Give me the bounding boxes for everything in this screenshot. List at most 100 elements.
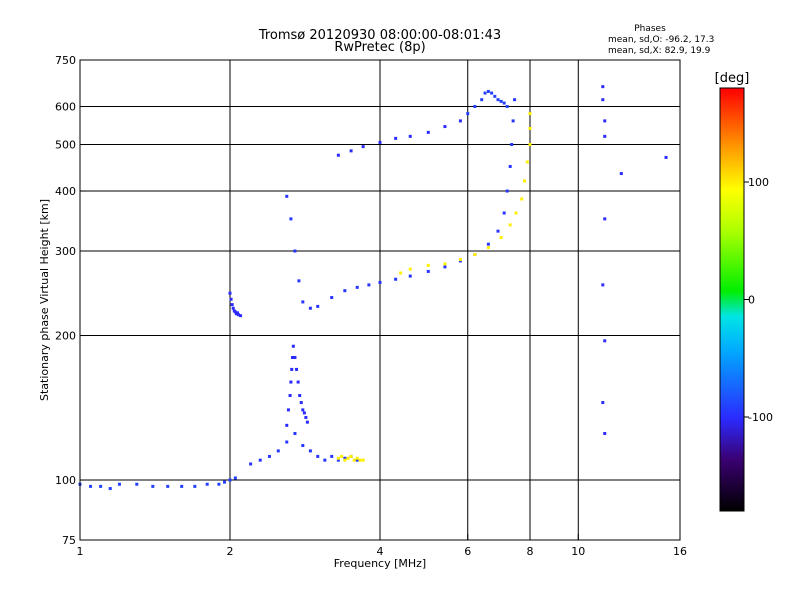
data-point	[473, 253, 477, 257]
data-point	[619, 172, 623, 176]
data-point	[193, 484, 197, 488]
y-tick-label: 600	[55, 101, 76, 114]
data-point	[285, 194, 289, 198]
data-point	[490, 91, 494, 95]
data-point	[343, 456, 347, 460]
data-point	[293, 432, 297, 436]
y-tick-label: 400	[55, 185, 76, 198]
colorbar	[720, 88, 744, 511]
data-point	[601, 85, 605, 89]
data-point	[355, 456, 359, 460]
data-point	[308, 306, 312, 310]
data-point	[286, 408, 290, 412]
data-point	[323, 458, 327, 462]
data-point	[289, 217, 293, 221]
data-point	[466, 112, 470, 116]
data-point	[394, 136, 398, 140]
data-point	[223, 480, 227, 484]
data-point	[291, 344, 295, 348]
data-point	[249, 462, 253, 466]
colorbar-ticks: 100 0 -100	[744, 176, 773, 424]
data-point	[230, 303, 234, 307]
data-point	[394, 277, 398, 281]
y-tick-label: 500	[55, 139, 76, 152]
data-point	[217, 482, 221, 486]
data-point	[603, 217, 607, 221]
x-tick-label: 1	[77, 545, 84, 558]
data-point	[298, 394, 302, 398]
data-point	[330, 296, 334, 300]
data-point	[664, 155, 668, 159]
data-point	[99, 484, 103, 488]
data-point	[297, 279, 301, 283]
data-point	[513, 98, 517, 102]
y-tick-label: 300	[55, 245, 76, 258]
data-point	[502, 101, 506, 105]
data-point	[295, 367, 299, 371]
series-trace	[78, 476, 237, 491]
data-point	[302, 411, 306, 415]
data-point	[355, 285, 359, 289]
data-point	[601, 283, 605, 287]
data-point	[276, 449, 280, 453]
y-tick-label: 75	[62, 534, 76, 547]
data-point	[117, 482, 121, 486]
series-trace	[399, 112, 532, 275]
data-point	[458, 258, 462, 262]
data-point	[343, 289, 347, 293]
data-point	[486, 246, 490, 250]
grid-lines	[80, 60, 680, 540]
colorbar-tick-label: 0	[748, 294, 755, 307]
data-point	[496, 229, 500, 233]
series-trace	[285, 344, 309, 427]
data-point	[267, 454, 271, 458]
data-point	[228, 291, 232, 295]
data-point	[180, 484, 184, 488]
data-point	[505, 105, 509, 109]
series-trace	[336, 119, 462, 157]
data-point	[603, 432, 607, 436]
colorbar-tick-label: 100	[748, 176, 769, 189]
data-point	[426, 130, 430, 134]
data-point	[151, 484, 155, 488]
data-point	[239, 314, 243, 318]
y-axis-label: Stationary phase Virtual Height [km]	[38, 199, 51, 401]
data-point	[293, 249, 297, 253]
data-point	[293, 355, 297, 359]
data-point	[285, 440, 289, 444]
x-axis: 1 2 4 6 8 10 16	[77, 534, 687, 558]
data-point	[330, 454, 334, 458]
data-point	[483, 91, 487, 95]
data-point	[316, 304, 320, 308]
data-point	[408, 274, 412, 278]
data-point	[408, 134, 412, 138]
data-point	[231, 306, 235, 310]
data-point	[499, 236, 503, 240]
data-point	[258, 458, 262, 462]
data-point	[343, 458, 347, 462]
data-point	[499, 99, 503, 103]
y-tick-label: 750	[55, 54, 76, 67]
data-point	[443, 125, 447, 129]
data-point	[511, 119, 515, 123]
data-point	[496, 98, 500, 102]
data-point	[355, 458, 359, 462]
y-tick-label: 200	[55, 330, 76, 343]
series-trace	[228, 291, 243, 318]
data-point	[528, 112, 532, 116]
data-point	[486, 242, 490, 246]
data-point	[378, 280, 382, 284]
data-point	[528, 143, 532, 147]
data-point	[316, 454, 320, 458]
data-point	[525, 160, 529, 164]
data-point	[290, 367, 294, 371]
data-point	[603, 339, 607, 343]
data-point	[361, 458, 365, 462]
data-point	[301, 408, 305, 412]
data-point	[378, 140, 382, 144]
data-point	[426, 269, 430, 273]
data-point	[486, 89, 490, 93]
data-point	[233, 476, 237, 480]
data-point	[508, 223, 512, 227]
